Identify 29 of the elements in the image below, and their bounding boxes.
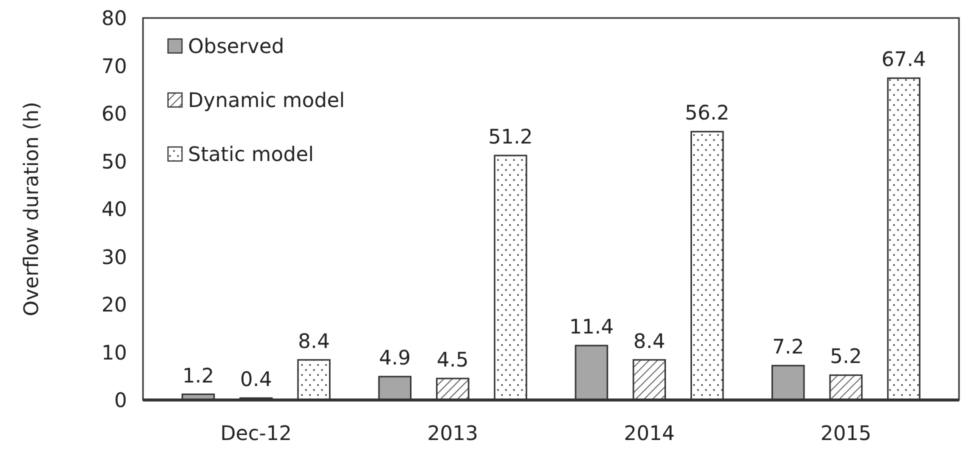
legend-label: Static model bbox=[188, 142, 314, 166]
data-label: 56.2 bbox=[684, 100, 730, 125]
data-label: 0.4 bbox=[240, 367, 272, 392]
y-tick-label: 30 bbox=[102, 244, 127, 269]
y-axis-title: Overflow duration (h) bbox=[19, 102, 43, 316]
data-label: 8.4 bbox=[298, 328, 330, 353]
data-label: 67.4 bbox=[882, 47, 926, 72]
data-label: 5.2 bbox=[830, 344, 862, 368]
y-tick-label: 0 bbox=[114, 388, 127, 412]
data-label: 7.2 bbox=[772, 334, 804, 359]
y-tick-label: 80 bbox=[102, 6, 127, 30]
y-tick-label: 10 bbox=[102, 340, 127, 364]
legend-label: Observed bbox=[188, 34, 284, 58]
x-tick-label: 2013 bbox=[427, 421, 478, 445]
data-label: 4.9 bbox=[378, 346, 411, 370]
data-label: 4.5 bbox=[436, 348, 469, 372]
legend-label: Dynamic model bbox=[188, 88, 345, 112]
y-tick-label: 70 bbox=[102, 54, 127, 78]
data-label: 8.4 bbox=[633, 328, 666, 353]
data-label: 1.2 bbox=[182, 363, 214, 388]
data-label: 11.4 bbox=[569, 314, 614, 339]
x-tick-label: 2015 bbox=[820, 421, 872, 445]
y-tick-label: 60 bbox=[102, 102, 127, 126]
x-tick-label: 2014 bbox=[624, 421, 675, 445]
y-tick-label: 20 bbox=[102, 292, 127, 316]
x-tick-label: Dec-12 bbox=[220, 421, 292, 445]
data-label: 51.2 bbox=[488, 124, 533, 149]
y-tick-label: 40 bbox=[102, 197, 127, 221]
y-tick-label: 50 bbox=[102, 149, 127, 174]
